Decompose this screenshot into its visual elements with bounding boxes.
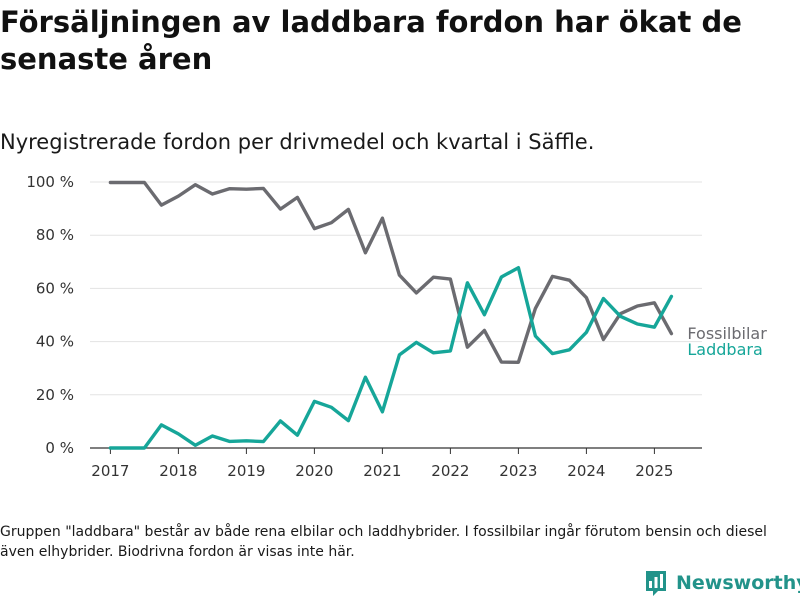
page-title: Försäljningen av laddbara fordon har öka… [0, 5, 742, 76]
y-tick-label: 20 % [36, 386, 74, 404]
y-tick-label: 80 % [36, 226, 74, 244]
grid-lines [90, 181, 702, 449]
y-tick-label: 40 % [36, 333, 74, 351]
x-tick-label: 2022 [431, 462, 469, 480]
chart-footnote: Gruppen "laddbara" består av både rena e… [0, 524, 767, 560]
x-tick-label: 2019 [227, 462, 265, 480]
series-label-fossilbilar: Fossilbilar [687, 324, 767, 343]
chart-series [108, 180, 674, 450]
x-tick-label: 2018 [159, 462, 197, 480]
series-line-laddbara [108, 266, 674, 450]
x-tick-label: 2023 [499, 462, 537, 480]
y-tick-label: 60 % [36, 279, 74, 297]
x-tick-label: 2024 [567, 462, 605, 480]
series-line-fossilbilar [108, 180, 674, 364]
chart-subtitle: Nyregistrerade fordon per drivmedel och … [0, 130, 595, 154]
x-tick-label: 2017 [91, 462, 129, 480]
x-tick-label: 2021 [363, 462, 401, 480]
x-tick-label: 2020 [295, 462, 333, 480]
newsworthy-brand[interactable]: Newsworthy [644, 568, 800, 598]
chart-axes: 0 % 20 % 40 % 60 % 80 % 100 % 2017 2018 2019 2020… [26, 173, 702, 480]
bar-chart-logo-icon [646, 571, 666, 596]
y-tick-label: 0 % [45, 439, 74, 457]
series-label-laddbara: Laddbara [687, 340, 762, 359]
brand-name: Newsworthy [676, 572, 800, 594]
line-chart: 0 % 20 % 40 % 60 % 80 % 100 % 2017 2018 2019 2020… [26, 173, 767, 480]
x-tick-label: 2025 [635, 462, 673, 480]
y-tick-label: 100 % [26, 173, 74, 191]
